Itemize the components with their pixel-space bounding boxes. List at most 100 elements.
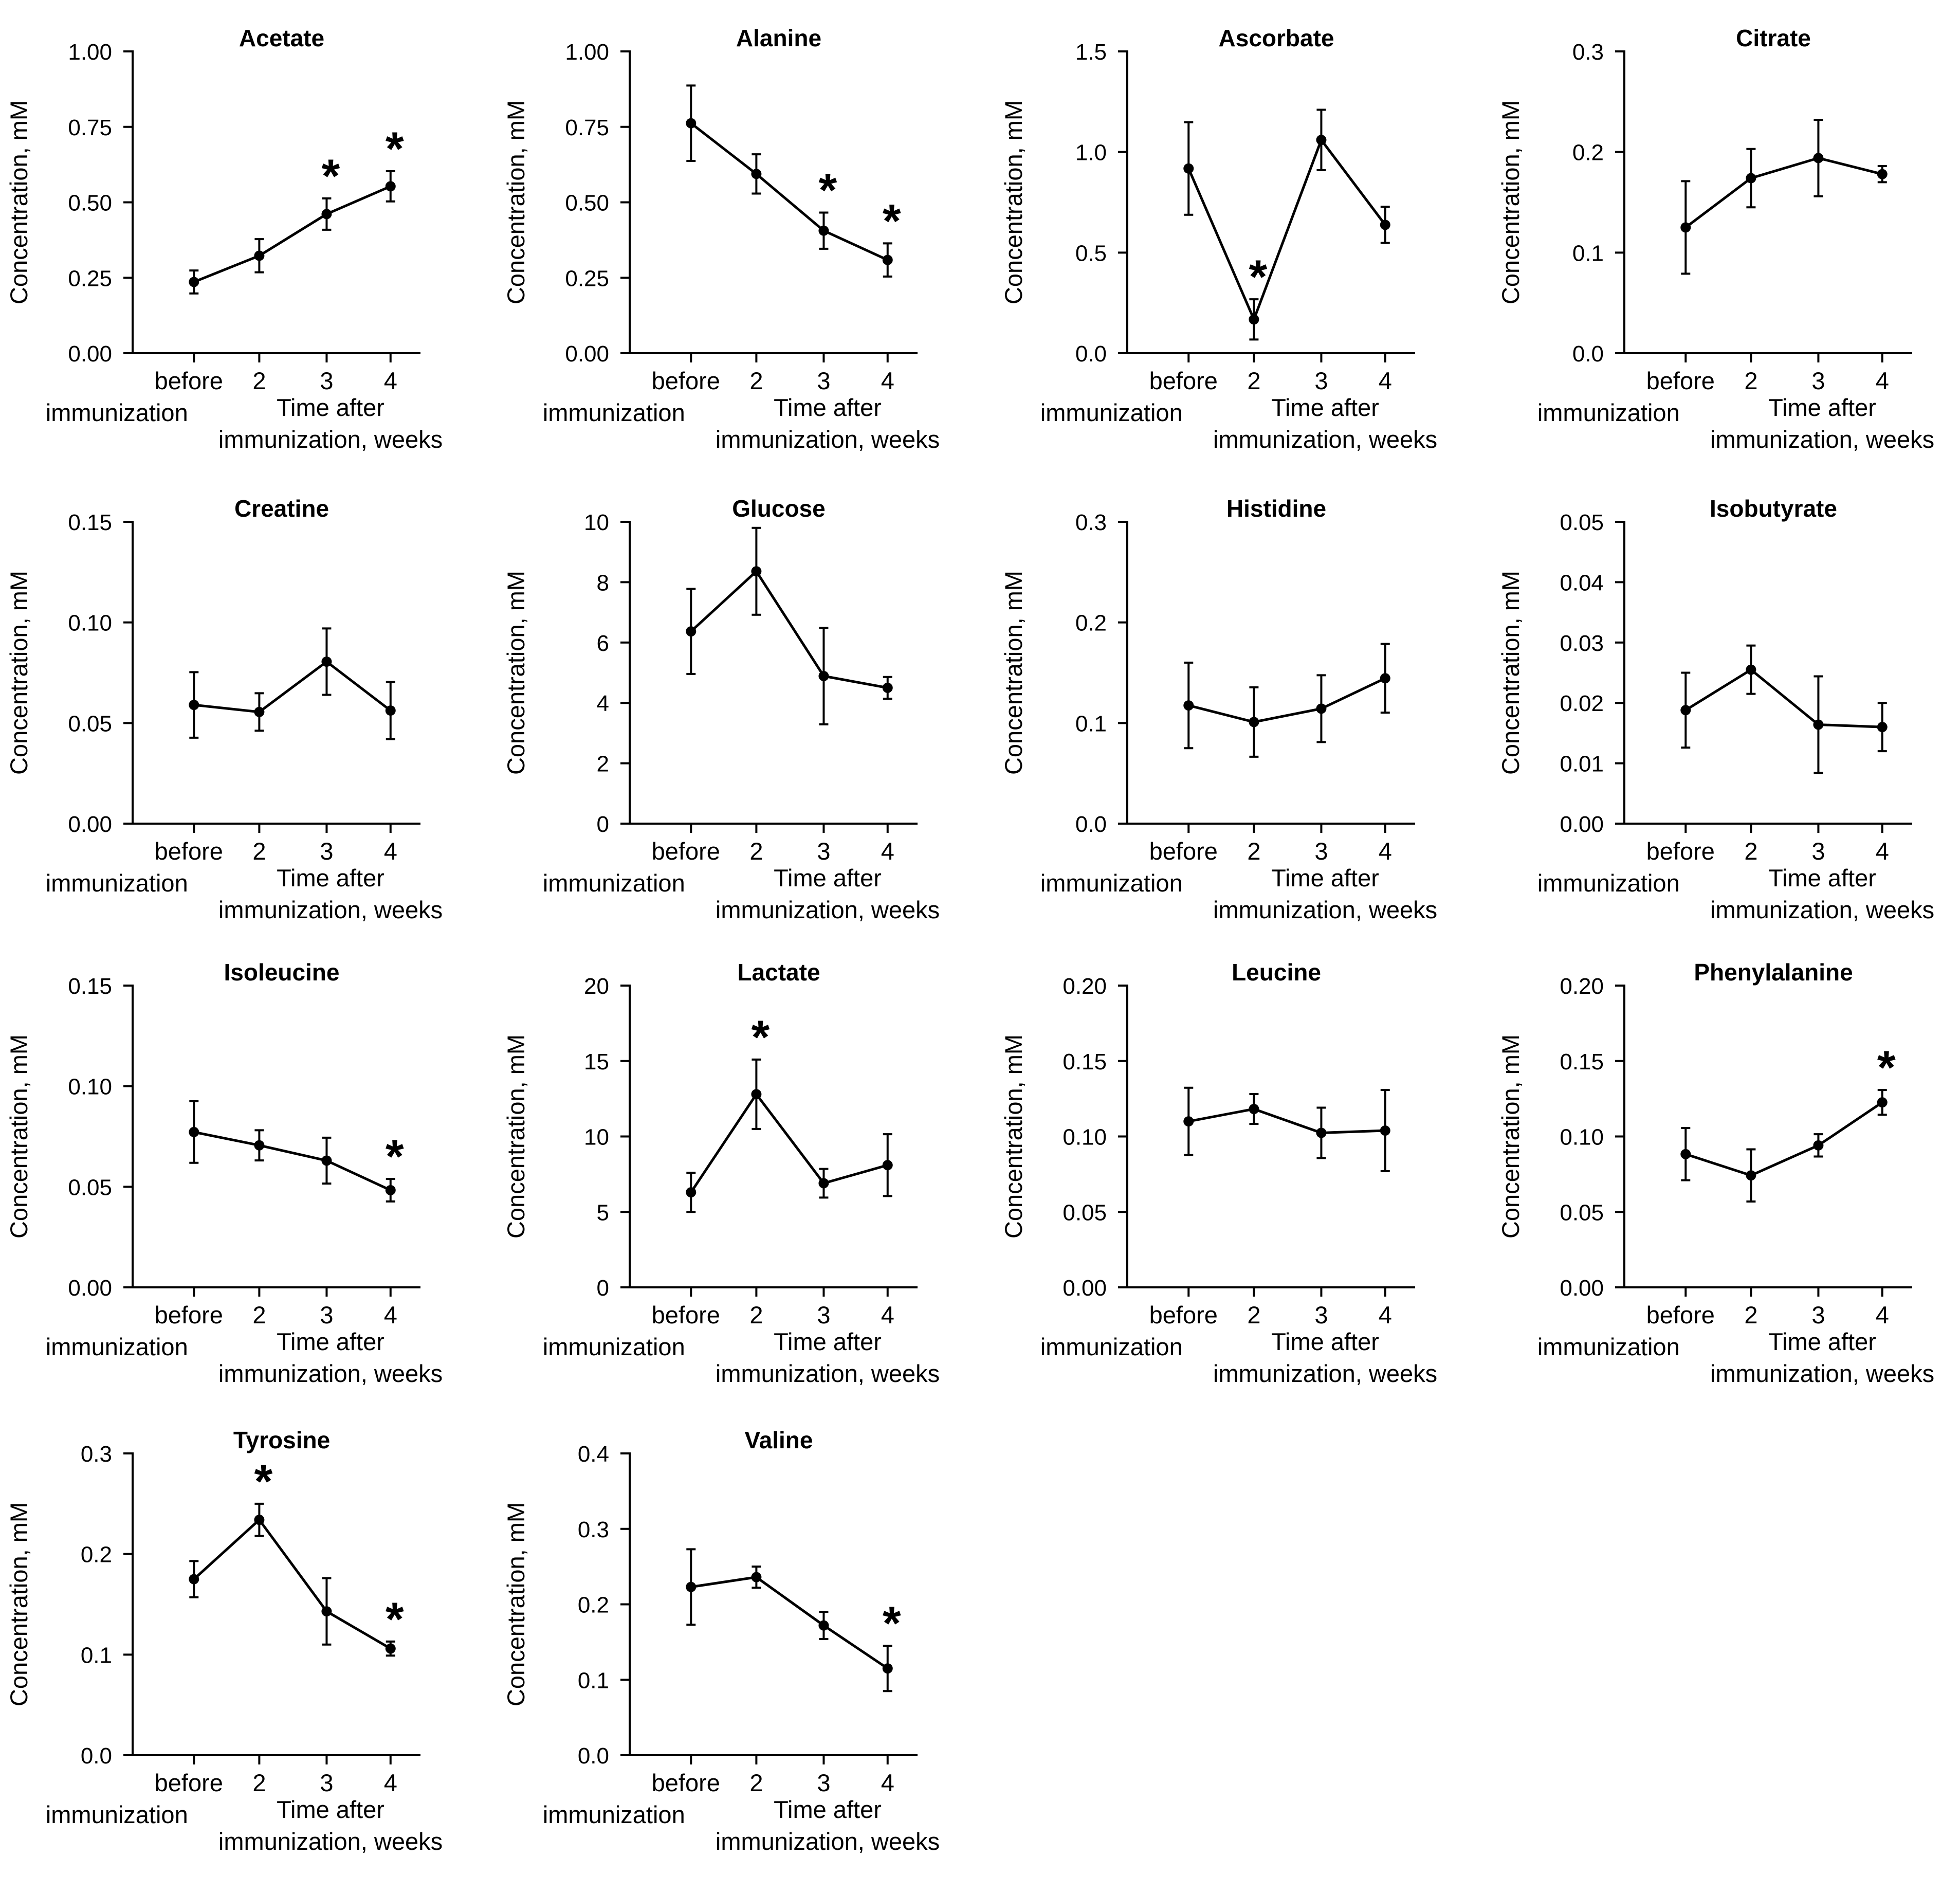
data-point [321,1606,332,1617]
x-tick-label: 3 [320,838,333,865]
y-axis-label: Concentration, mM [502,100,529,304]
x-axis-label: immunization, weeks [716,426,940,453]
y-tick-label: 0.3 [1572,40,1604,65]
x-axis-label: Time after [1271,1328,1379,1355]
y-tick-label: 0.1 [81,1643,112,1668]
x-tick-label: before [1149,1301,1218,1328]
x-tick-label: 4 [384,1769,397,1796]
x-tick-label: 3 [1811,367,1825,394]
x-tick-label: 2 [1247,1301,1260,1328]
y-tick-label: 0.4 [578,1442,609,1467]
data-point [321,656,332,667]
x-tick-label: immunization [46,869,188,897]
panel-leucine: 0.00 0.05 0.10 0.15 0.20 before immunization 2 3… [1000,959,1437,1387]
x-tick-label: 4 [881,1301,894,1328]
x-axis-label: immunization, weeks [716,896,940,923]
data-point [321,209,332,220]
x-tick-label: immunization [1537,869,1680,897]
x-tick-label: 2 [1744,367,1757,394]
y-tick-label: 0.20 [1063,974,1107,999]
y-axis-label: Concentration, mM [502,1502,529,1706]
x-tick-label: 3 [1314,1301,1328,1328]
data-point [818,670,829,681]
x-tick-label: immunization [46,1333,188,1360]
x-tick-label: 2 [252,1769,266,1796]
significance-star: * [1249,251,1267,303]
panel-title: Acetate [239,25,324,51]
y-axis-label: Concentration, mM [5,571,32,775]
x-tick-label: 3 [817,1301,830,1328]
y-tick-label: 6 [597,631,609,656]
y-tick-label: 0.05 [1560,1200,1604,1225]
y-tick-label: 15 [584,1049,609,1075]
x-tick-label: 2 [1247,367,1260,394]
significance-star: * [386,1131,404,1183]
data-point [1680,222,1691,233]
panel-alanine: 0.00 0.25 0.50 0.75 1.00 before immunization 2 3… [502,25,940,453]
y-tick-label: 0 [597,812,609,837]
data-point [751,1089,762,1100]
x-tick-label: 4 [1876,1301,1889,1328]
y-tick-label: 0.15 [68,974,112,999]
data-point [1183,700,1194,711]
y-tick-label: 0.10 [1063,1125,1107,1150]
y-tick-label: 0.00 [68,812,112,837]
y-tick-label: 0.00 [68,1276,112,1301]
data-point [882,1160,893,1171]
y-tick-label: 5 [597,1200,609,1225]
data-point [385,705,396,716]
y-axis-label: Concentration, mM [1000,571,1027,775]
x-tick-label: before [1646,367,1715,394]
x-axis-label: Time after [1768,864,1876,891]
y-axis-label: Concentration, mM [1497,100,1524,304]
y-axis-label: Concentration, mM [1497,571,1524,775]
data-point [189,1126,199,1137]
data-point [1746,1170,1756,1181]
y-tick-label: 0.00 [1560,812,1604,837]
y-tick-label: 2 [597,752,609,777]
panel-title: Citrate [1736,25,1811,51]
x-tick-label: immunization [1040,869,1183,897]
y-tick-label: 0.0 [1075,341,1107,367]
x-axis-label: Time after [774,1796,882,1823]
x-tick-label: 2 [1744,838,1757,865]
data-point [189,700,199,711]
x-axis-label: immunization, weeks [1213,896,1437,923]
x-tick-label: 2 [1744,1301,1757,1328]
panel-title: Alanine [736,25,821,51]
data-point [751,169,762,179]
x-axis-label: Time after [277,1796,384,1823]
y-tick-label: 0.1 [578,1668,609,1693]
y-tick-label: 0.75 [68,115,112,140]
series-line [193,1518,392,1650]
x-axis-label: Time after [774,864,882,891]
x-tick-label: 2 [749,1301,763,1328]
x-axis-label: immunization, weeks [218,896,443,923]
y-tick-label: 0.10 [1560,1125,1604,1150]
y-tick-label: 0.1 [1572,241,1604,266]
x-tick-label: immunization [543,1801,685,1828]
data-point [1813,719,1824,730]
data-point [882,682,893,693]
data-point [1316,1127,1327,1138]
panel-title: Valine [745,1427,813,1453]
significance-star: * [322,150,340,203]
x-tick-label: 4 [1379,838,1392,865]
x-tick-label: 2 [749,367,763,394]
x-tick-label: before [652,1301,720,1328]
data-point [1249,314,1259,325]
x-tick-label: 4 [1379,367,1392,394]
data-point [189,277,199,287]
panel-title: Isoleucine [224,959,340,986]
x-tick-label: 4 [384,838,397,865]
data-point [818,225,829,236]
series-line [1685,1101,1883,1177]
y-tick-label: 0.00 [1560,1276,1604,1301]
y-tick-label: 0.10 [68,1075,112,1100]
series-line [193,1131,391,1192]
x-axis-label: Time after [1271,394,1379,421]
x-tick-label: immunization [1537,1333,1680,1360]
